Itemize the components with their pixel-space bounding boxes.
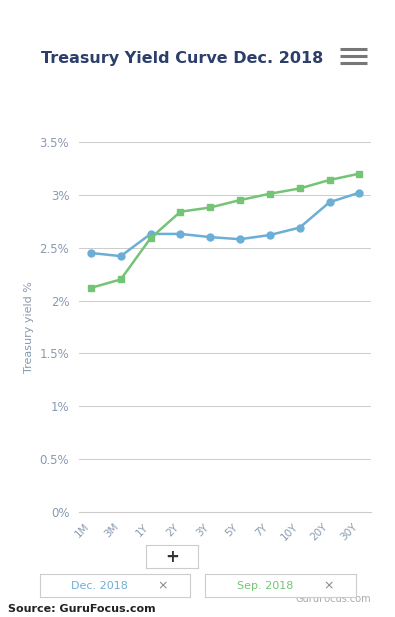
Text: Sep. 2018: Sep. 2018 [237, 581, 293, 590]
Text: GuruFocus.com: GuruFocus.com [296, 594, 371, 603]
Text: ×: × [323, 579, 334, 592]
Text: Source: GuruFocus.com: Source: GuruFocus.com [8, 604, 156, 614]
Text: Dec. 2018: Dec. 2018 [71, 581, 128, 590]
Text: +: + [165, 547, 179, 566]
Y-axis label: Treasury yield %: Treasury yield % [24, 281, 34, 373]
Text: Treasury Yield Curve Dec. 2018: Treasury Yield Curve Dec. 2018 [41, 51, 323, 66]
Text: ×: × [157, 579, 168, 592]
